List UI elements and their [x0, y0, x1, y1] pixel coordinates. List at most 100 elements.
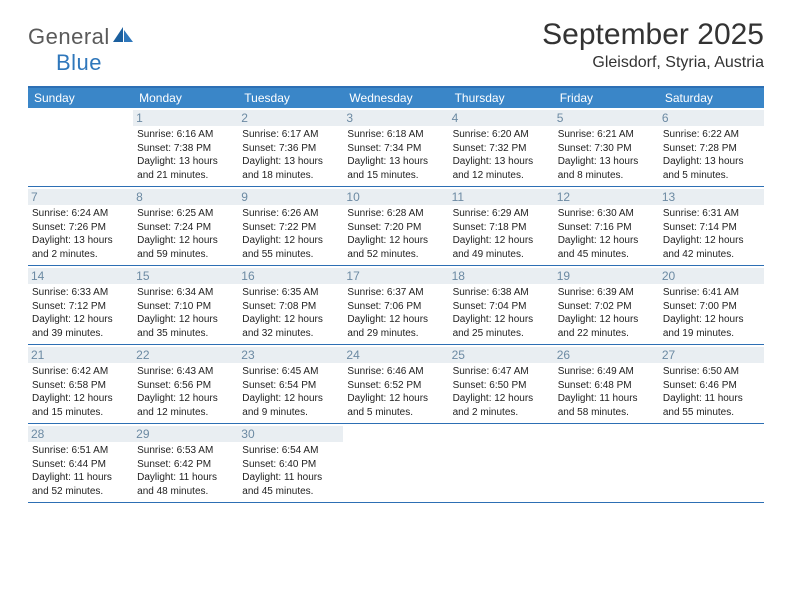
day-line-ss: Sunset: 6:50 PM	[453, 379, 550, 393]
day-line-d2: and 55 minutes.	[242, 248, 339, 262]
dow-cell: Tuesday	[238, 88, 343, 108]
day-line-ss: Sunset: 7:06 PM	[347, 300, 444, 314]
day-number: 12	[554, 189, 659, 205]
day-number: 10	[343, 189, 448, 205]
day-number: 3	[343, 110, 448, 126]
day-line-sr: Sunrise: 6:49 AM	[558, 365, 655, 379]
day-number: 26	[554, 347, 659, 363]
day-cell: 21Sunrise: 6:42 AMSunset: 6:58 PMDayligh…	[28, 345, 133, 423]
day-line-d1: Daylight: 13 hours	[32, 234, 129, 248]
day-cell: 25Sunrise: 6:47 AMSunset: 6:50 PMDayligh…	[449, 345, 554, 423]
day-line-sr: Sunrise: 6:35 AM	[242, 286, 339, 300]
sail-icon	[112, 26, 134, 49]
day-line-d1: Daylight: 12 hours	[663, 234, 760, 248]
day-line-d2: and 15 minutes.	[32, 406, 129, 420]
day-cell: 20Sunrise: 6:41 AMSunset: 7:00 PMDayligh…	[659, 266, 764, 344]
day-cell	[343, 424, 448, 502]
day-line-d1: Daylight: 11 hours	[32, 471, 129, 485]
day-number: 25	[449, 347, 554, 363]
day-line-d2: and 18 minutes.	[242, 169, 339, 183]
day-cell: 24Sunrise: 6:46 AMSunset: 6:52 PMDayligh…	[343, 345, 448, 423]
day-line-d2: and 29 minutes.	[347, 327, 444, 341]
day-line-d2: and 12 minutes.	[137, 406, 234, 420]
day-line-d1: Daylight: 12 hours	[558, 234, 655, 248]
day-cell	[449, 424, 554, 502]
day-number: 4	[449, 110, 554, 126]
day-line-ss: Sunset: 7:32 PM	[453, 142, 550, 156]
day-line-ss: Sunset: 7:02 PM	[558, 300, 655, 314]
day-line-d1: Daylight: 12 hours	[242, 392, 339, 406]
dow-cell: Thursday	[449, 88, 554, 108]
day-line-d2: and 2 minutes.	[453, 406, 550, 420]
header: General Blue September 2025 Gleisdorf, S…	[28, 18, 764, 76]
day-line-d1: Daylight: 13 hours	[347, 155, 444, 169]
day-line-d2: and 35 minutes.	[137, 327, 234, 341]
day-line-d2: and 2 minutes.	[32, 248, 129, 262]
day-line-ss: Sunset: 7:30 PM	[558, 142, 655, 156]
day-number: 1	[133, 110, 238, 126]
day-number: 8	[133, 189, 238, 205]
day-line-ss: Sunset: 6:56 PM	[137, 379, 234, 393]
day-line-sr: Sunrise: 6:31 AM	[663, 207, 760, 221]
day-cell	[554, 424, 659, 502]
day-line-d1: Daylight: 13 hours	[242, 155, 339, 169]
day-line-d1: Daylight: 12 hours	[347, 392, 444, 406]
day-line-ss: Sunset: 7:36 PM	[242, 142, 339, 156]
day-cell: 16Sunrise: 6:35 AMSunset: 7:08 PMDayligh…	[238, 266, 343, 344]
day-number: 29	[133, 426, 238, 442]
day-line-d2: and 48 minutes.	[137, 485, 234, 499]
day-number: 24	[343, 347, 448, 363]
day-number: 19	[554, 268, 659, 284]
day-line-ss: Sunset: 6:46 PM	[663, 379, 760, 393]
day-line-sr: Sunrise: 6:24 AM	[32, 207, 129, 221]
day-number: 15	[133, 268, 238, 284]
day-line-ss: Sunset: 7:12 PM	[32, 300, 129, 314]
day-line-ss: Sunset: 7:00 PM	[663, 300, 760, 314]
page-title: September 2025	[542, 18, 764, 52]
day-number: 14	[28, 268, 133, 284]
day-line-d2: and 25 minutes.	[453, 327, 550, 341]
day-number: 9	[238, 189, 343, 205]
day-line-d2: and 12 minutes.	[453, 169, 550, 183]
day-line-sr: Sunrise: 6:43 AM	[137, 365, 234, 379]
day-line-d2: and 8 minutes.	[558, 169, 655, 183]
day-line-sr: Sunrise: 6:46 AM	[347, 365, 444, 379]
day-line-ss: Sunset: 6:40 PM	[242, 458, 339, 472]
day-line-d1: Daylight: 12 hours	[347, 313, 444, 327]
day-line-sr: Sunrise: 6:37 AM	[347, 286, 444, 300]
dow-cell: Monday	[133, 88, 238, 108]
day-line-ss: Sunset: 7:28 PM	[663, 142, 760, 156]
day-line-ss: Sunset: 7:08 PM	[242, 300, 339, 314]
day-line-d2: and 21 minutes.	[137, 169, 234, 183]
day-line-d1: Daylight: 12 hours	[453, 234, 550, 248]
dow-cell: Friday	[554, 88, 659, 108]
day-line-d1: Daylight: 12 hours	[32, 313, 129, 327]
dow-cell: Sunday	[28, 88, 133, 108]
day-line-d2: and 15 minutes.	[347, 169, 444, 183]
day-line-d1: Daylight: 13 hours	[558, 155, 655, 169]
day-number: 30	[238, 426, 343, 442]
day-number: 5	[554, 110, 659, 126]
day-cell: 19Sunrise: 6:39 AMSunset: 7:02 PMDayligh…	[554, 266, 659, 344]
week-row: 1Sunrise: 6:16 AMSunset: 7:38 PMDaylight…	[28, 108, 764, 187]
day-cell: 9Sunrise: 6:26 AMSunset: 7:22 PMDaylight…	[238, 187, 343, 265]
day-cell: 23Sunrise: 6:45 AMSunset: 6:54 PMDayligh…	[238, 345, 343, 423]
day-line-ss: Sunset: 7:26 PM	[32, 221, 129, 235]
day-cell: 26Sunrise: 6:49 AMSunset: 6:48 PMDayligh…	[554, 345, 659, 423]
week-row: 14Sunrise: 6:33 AMSunset: 7:12 PMDayligh…	[28, 266, 764, 345]
day-line-sr: Sunrise: 6:20 AM	[453, 128, 550, 142]
day-line-ss: Sunset: 6:44 PM	[32, 458, 129, 472]
logo-text-general: General	[28, 24, 110, 49]
day-cell: 8Sunrise: 6:25 AMSunset: 7:24 PMDaylight…	[133, 187, 238, 265]
day-cell: 5Sunrise: 6:21 AMSunset: 7:30 PMDaylight…	[554, 108, 659, 186]
day-line-sr: Sunrise: 6:26 AM	[242, 207, 339, 221]
logo: General Blue	[28, 18, 134, 76]
day-cell: 18Sunrise: 6:38 AMSunset: 7:04 PMDayligh…	[449, 266, 554, 344]
day-number: 22	[133, 347, 238, 363]
day-line-d1: Daylight: 12 hours	[663, 313, 760, 327]
day-line-ss: Sunset: 7:20 PM	[347, 221, 444, 235]
day-cell	[28, 108, 133, 186]
title-block: September 2025 Gleisdorf, Styria, Austri…	[542, 18, 764, 72]
day-line-sr: Sunrise: 6:34 AM	[137, 286, 234, 300]
day-line-d1: Daylight: 13 hours	[663, 155, 760, 169]
